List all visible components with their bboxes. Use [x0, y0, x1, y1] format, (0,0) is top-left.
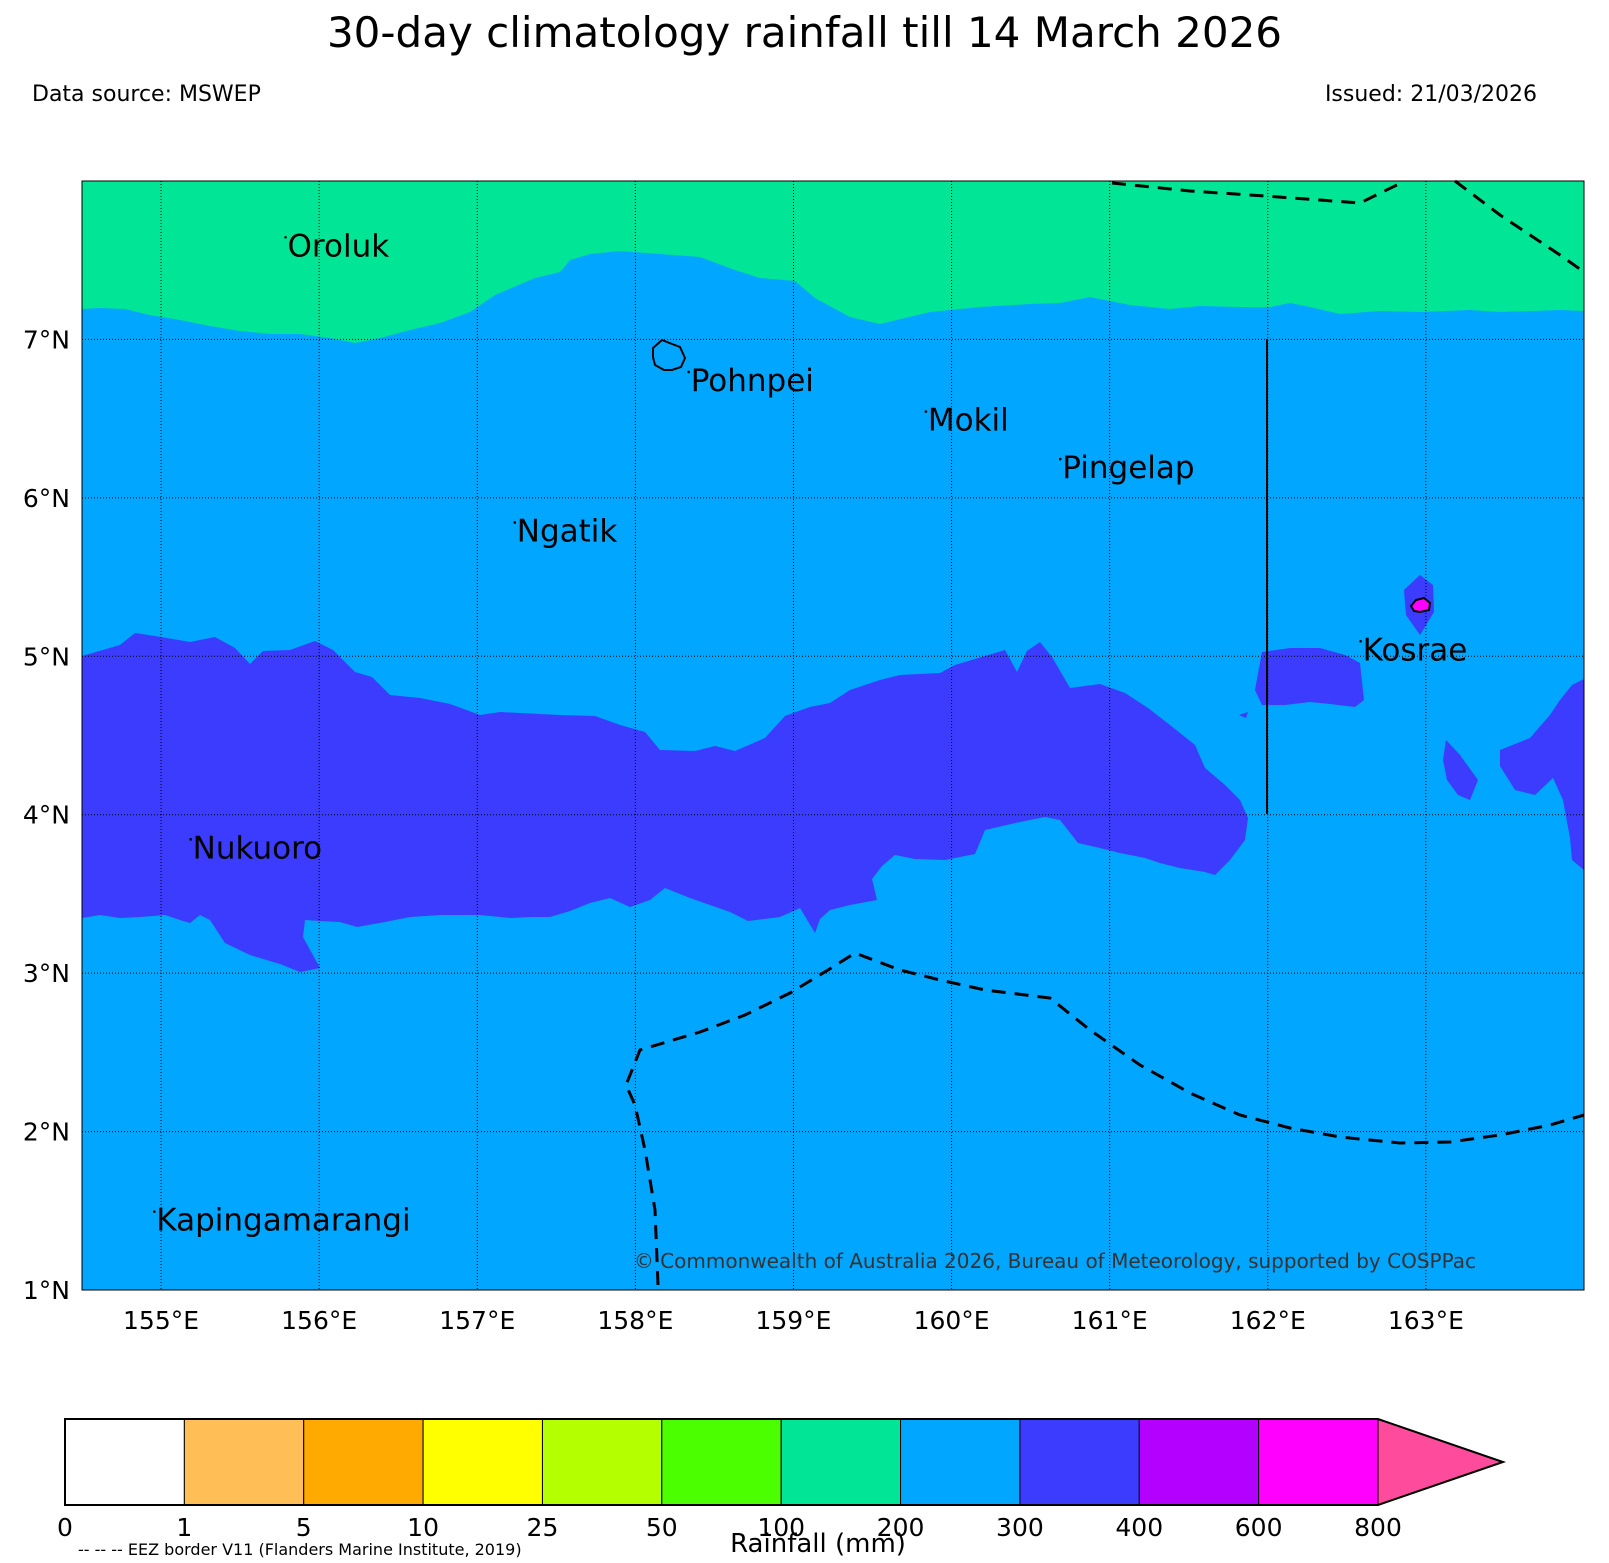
place-label: Mokil	[928, 403, 1009, 439]
colorbar-tick-label: 400	[1115, 1513, 1163, 1542]
place-label: Pingelap	[1062, 450, 1194, 486]
lon-tick-label: 163°E	[1388, 1306, 1464, 1335]
rainfall-colorbar: 0 1 5 10 25 50 100 200 300 400 600 800	[57, 1418, 1507, 1542]
colorbar-segment	[422, 1418, 543, 1506]
eez-border-northeast	[1454, 179, 1585, 274]
colorbar-tick-label: 600	[1235, 1513, 1283, 1542]
colorbar-tick-label: 50	[646, 1513, 678, 1542]
lat-tick-label: 1°N	[23, 1276, 70, 1305]
colorbar-segment	[900, 1418, 1021, 1506]
place-marker	[189, 838, 192, 841]
eez-legend-note: -- -- -- EEZ border V11 (Flanders Marine…	[78, 1540, 522, 1559]
place-marker	[284, 235, 287, 239]
place-marker	[513, 521, 517, 524]
colorbar-tick-label: 25	[527, 1513, 559, 1542]
place-marker	[924, 410, 928, 413]
colorbar-tick-label: 300	[996, 1513, 1044, 1542]
map-title: 30-day climatology rainfall till 14 Marc…	[326, 8, 1283, 57]
lat-tick-label: 3°N	[23, 959, 70, 988]
rainfall-100-200-region	[82, 181, 1584, 343]
colorbar-segment	[303, 1418, 424, 1506]
data-source: Data source: MSWEP	[32, 82, 261, 107]
place-label: Ngatik	[517, 513, 618, 549]
colorbar-tick-label: 800	[1354, 1513, 1402, 1542]
rainfall-300-400-kosrae-speck	[1239, 712, 1248, 718]
colorbar-segment	[780, 1418, 902, 1506]
eez-border-north	[1111, 179, 1406, 205]
lat-tick-labels: 1°N 2°N 3°N 4°N 5°N 6°N 7°N	[23, 325, 70, 1305]
colorbar-extend-arrow	[1377, 1418, 1505, 1506]
lon-tick-label: 162°E	[1230, 1306, 1306, 1335]
lat-tick-label: 4°N	[23, 801, 70, 830]
colorbar-segment	[1138, 1418, 1260, 1506]
copyright-credit: © Commonwealth of Australia 2026, Bureau…	[634, 1249, 1476, 1273]
eez-border-south	[624, 951, 1585, 1286]
lon-tick-label: 158°E	[597, 1306, 673, 1335]
colorbar-segment	[541, 1418, 663, 1506]
rainfall-300-400-band	[82, 633, 1248, 972]
lon-tick-label: 155°E	[123, 1306, 199, 1335]
place-label: Pohnpei	[691, 363, 814, 399]
place-labels: Oroluk Pohnpei Mokil Pingelap Ngatik Kosrae Nu…	[153, 228, 1468, 1239]
place-marker	[153, 1210, 156, 1213]
rainfall-300-400-kosrae	[1255, 648, 1364, 707]
colorbar-label: Rainfall (mm)	[730, 1529, 906, 1559]
lon-tick-label: 161°E	[1072, 1306, 1148, 1335]
lon-tick-label: 160°E	[914, 1306, 990, 1335]
place-label: Nukuoro	[193, 830, 322, 866]
colorbar-outline	[64, 1418, 1507, 1506]
colorbar-segment	[1258, 1418, 1379, 1506]
rainfall-300-400-east-edge	[1500, 679, 1584, 870]
rainfall-300-400-east-blob	[1443, 740, 1478, 800]
place-marker	[1058, 457, 1062, 461]
lon-tick-label: 159°E	[755, 1306, 831, 1335]
lat-tick-label: 6°N	[23, 484, 70, 513]
colorbar-tick-label: 5	[296, 1513, 312, 1542]
place-marker	[687, 370, 691, 374]
lon-tick-label: 157°E	[439, 1306, 515, 1335]
lat-tick-label: 2°N	[23, 1118, 70, 1147]
colorbar-tick-label: 200	[877, 1513, 925, 1542]
map-frame	[81, 180, 1585, 1291]
colorbar-tick-label: 10	[407, 1513, 439, 1542]
pohnpei-island-outline	[652, 338, 687, 371]
issued-date: Issued: 21/03/2026	[1324, 82, 1537, 107]
lon-tick-labels: 155°E 156°E 157°E 158°E 159°E 160°E 161°E 162°E…	[123, 1306, 1464, 1335]
lat-tick-label: 5°N	[23, 642, 70, 671]
colorbar-tick-label: 0	[57, 1513, 73, 1542]
colorbar-segment	[64, 1418, 185, 1506]
colorbar-tick-label: 1	[176, 1513, 192, 1542]
colorbar-tick-label: 100	[757, 1513, 805, 1542]
place-marker	[1359, 639, 1362, 643]
kosrae-island-outline	[1409, 596, 1432, 614]
place-label: Oroluk	[288, 228, 390, 264]
place-label: Kapingamarangi	[156, 1203, 410, 1239]
colorbar-segment	[1019, 1418, 1140, 1506]
colorbar-segment	[183, 1418, 305, 1506]
map-field	[82, 181, 1584, 1290]
lon-tick-label: 156°E	[281, 1306, 357, 1335]
place-label: Kosrae	[1363, 632, 1468, 668]
eez-border-lines	[624, 179, 1585, 1286]
lat-tick-label: 7°N	[23, 325, 70, 354]
colorbar-segment	[661, 1418, 782, 1506]
